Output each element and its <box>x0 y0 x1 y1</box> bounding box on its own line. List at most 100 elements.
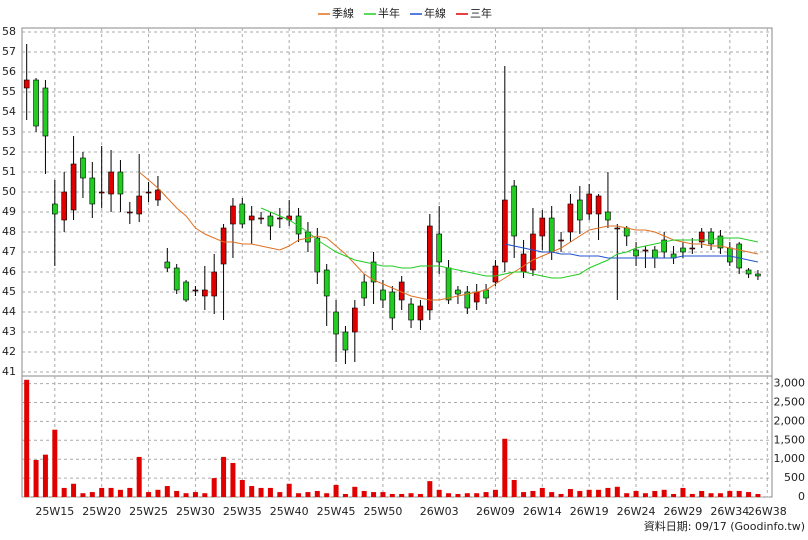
volume-bar <box>61 487 67 497</box>
candle-body <box>633 249 639 257</box>
candle-body <box>173 267 180 291</box>
candle-body <box>352 307 358 333</box>
candle-body <box>736 243 742 269</box>
volume-bar <box>258 487 264 497</box>
volume-bar <box>239 479 245 497</box>
candle-body <box>577 199 583 221</box>
volume-bar <box>174 490 180 497</box>
candle-body <box>248 215 255 221</box>
volume-bar <box>230 462 236 497</box>
candle-body <box>708 231 714 245</box>
y-tick-label: 53 <box>2 125 16 138</box>
candle-body <box>605 211 611 221</box>
volume-bar <box>492 489 498 497</box>
y-tick-label: 49 <box>2 205 16 218</box>
volume-bar <box>183 493 189 497</box>
volume-bar <box>624 493 630 497</box>
candle-body <box>127 211 133 214</box>
volume-bar <box>99 487 105 497</box>
volume-bar <box>211 478 217 497</box>
candle-body <box>61 191 67 221</box>
y-tick-label: 55 <box>2 85 16 98</box>
y-tick-label: 48 <box>2 225 16 238</box>
candle-body <box>586 193 592 215</box>
volume-bar <box>736 490 742 497</box>
volume-bar <box>661 489 667 497</box>
volume-bar <box>117 489 123 497</box>
volume-bar <box>155 489 161 497</box>
volume-bar <box>277 492 283 497</box>
candle-body <box>52 203 58 215</box>
volume-bar <box>108 487 114 497</box>
candle-body <box>455 289 461 295</box>
candle-body <box>614 227 621 230</box>
volume-bar <box>455 493 461 497</box>
candle-body <box>380 289 386 301</box>
volume-bar <box>371 492 377 497</box>
volume-bar <box>192 492 198 497</box>
candle-body <box>136 195 142 215</box>
volume-bar <box>202 493 208 497</box>
candle-body <box>689 247 696 250</box>
x-tick-label: 26W19 <box>570 505 609 518</box>
volume-bar <box>399 493 405 497</box>
volume-bar <box>361 490 367 497</box>
y-tick-label: 54 <box>2 105 16 118</box>
candle-body <box>108 171 114 195</box>
candle-body <box>464 291 471 309</box>
volume-bar <box>342 493 348 497</box>
y-tick-label: 43 <box>2 325 16 338</box>
candle-body <box>70 163 77 211</box>
y-tick-label: 45 <box>2 285 16 298</box>
volume-bar <box>286 483 292 497</box>
x-tick-label: 25W20 <box>82 505 121 518</box>
volume-bar <box>446 493 452 497</box>
volume-bar <box>755 493 761 497</box>
volume-bar <box>474 493 480 497</box>
x-tick-label: 25W30 <box>176 505 215 518</box>
price-frame <box>21 27 773 377</box>
volume-bar <box>521 492 527 497</box>
candle-body <box>361 281 367 299</box>
y-tick-label: 51 <box>2 165 16 178</box>
volume-bar <box>352 486 358 497</box>
candle-body <box>492 265 499 283</box>
x-tick-label: 26W09 <box>476 505 515 518</box>
candle-body <box>183 281 189 301</box>
volume-bar <box>408 493 414 497</box>
volume-bar <box>567 489 573 497</box>
x-tick-label: 25W40 <box>270 505 309 518</box>
volume-bar <box>380 492 386 497</box>
volume-bar <box>146 492 152 497</box>
volume-bar <box>558 493 564 497</box>
volume-bar <box>596 489 602 497</box>
candle-body <box>623 227 630 237</box>
x-tick-label: 26W29 <box>664 505 703 518</box>
volume-bar <box>314 490 320 497</box>
candle-body <box>295 215 302 235</box>
footer: 資料日期: 09/17 (Goodinfo.tw) <box>644 519 805 533</box>
candle-body <box>370 261 377 283</box>
volume-bar <box>717 493 723 497</box>
volume-bar <box>605 487 611 497</box>
y-tick-label: 57 <box>2 45 16 58</box>
candle-body <box>652 249 658 259</box>
candle-body <box>680 247 686 253</box>
y2-tick-label: 0 <box>798 490 805 503</box>
ma-line <box>504 243 759 263</box>
candle-body <box>473 291 480 303</box>
candle-body <box>661 239 667 253</box>
volume-bar <box>296 493 302 497</box>
candle-body <box>117 171 124 195</box>
candle-body <box>530 233 536 271</box>
candle-body <box>23 79 30 89</box>
volume-bar <box>746 492 752 497</box>
candle-body <box>314 237 321 273</box>
y2-tick-label: 1,500 <box>774 433 806 446</box>
candle-body <box>436 233 442 263</box>
candle-body <box>323 269 330 297</box>
volume-bar <box>614 486 620 497</box>
candle-body <box>417 305 424 321</box>
candle-body <box>445 267 452 301</box>
